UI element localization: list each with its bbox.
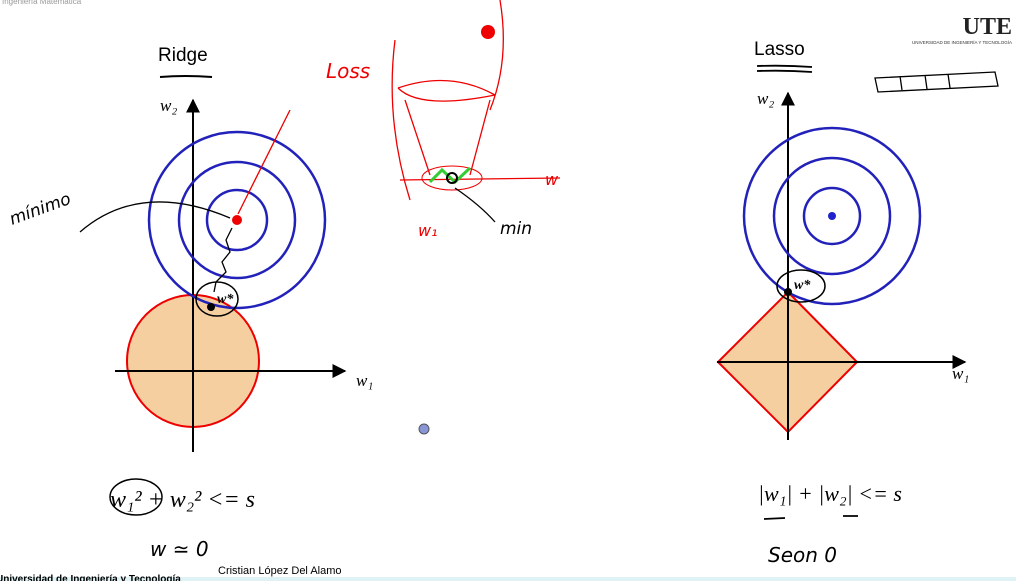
university: Universidad de Ingeniería y Tecnología: [0, 574, 181, 581]
contour: [772, 156, 892, 276]
logo: UTE: [963, 14, 1012, 40]
author: Cristian López Del Alamo: [218, 565, 342, 577]
annotation: w ≃ 0: [150, 537, 209, 561]
x-axis-label: w₁: [356, 371, 373, 390]
lasso-diagram: w₂ w₁ w*: [716, 89, 969, 440]
contour: [205, 188, 269, 252]
ridge-formula: w₁² + w₂² <= s: [110, 487, 255, 513]
contour: [742, 126, 922, 306]
w-star-label: w*: [217, 292, 234, 307]
annotation: w: [545, 170, 559, 189]
handwriting: [421, 165, 483, 191]
underline: [159, 75, 213, 78]
annotation: Seon 0: [768, 543, 837, 567]
ridge-title: Ridge: [158, 45, 208, 66]
minimum-point: [446, 172, 458, 184]
annotation: Loss: [326, 59, 370, 83]
contour: [147, 130, 327, 310]
annotation: w₁: [418, 221, 438, 240]
handwriting: [454, 187, 496, 223]
underline: [763, 515, 858, 520]
logo-subtitle: UNIVERSIDAD DE INGENIERÍA Y TECNOLOGÍA: [912, 39, 1012, 45]
course-name: Ingeniería Matemática: [2, 0, 82, 6]
minimum-point: [232, 215, 242, 225]
circled: [776, 269, 826, 303]
lasso-title: Lasso: [754, 39, 805, 60]
handwriting: [213, 227, 233, 293]
y-axis-label: w₂: [757, 89, 774, 108]
circled: [195, 281, 239, 317]
handwriting: [874, 71, 999, 93]
x-axis-label: w₁: [952, 364, 969, 383]
handwriting: [428, 166, 472, 185]
handwriting: [481, 25, 495, 39]
cursor: [418, 423, 430, 435]
ridge-diagram: w₂ w₁ w*: [79, 96, 373, 452]
w-star-label: w*: [794, 278, 811, 293]
circled: [109, 478, 163, 516]
y-axis-label: w₂: [160, 96, 177, 115]
contour: [177, 160, 297, 280]
annotation: min: [500, 219, 532, 239]
minimum-point: [828, 212, 836, 220]
handwriting: [391, 0, 561, 201]
underline: [756, 64, 813, 73]
contour: [802, 186, 862, 246]
lasso-formula: |w₁| + |w₂| <= s: [758, 481, 902, 506]
handwriting: [79, 201, 231, 233]
footer-bar: [0, 577, 1016, 581]
handwriting: [237, 109, 291, 215]
w-star-point: [207, 303, 215, 311]
w-star-point: [784, 288, 792, 296]
